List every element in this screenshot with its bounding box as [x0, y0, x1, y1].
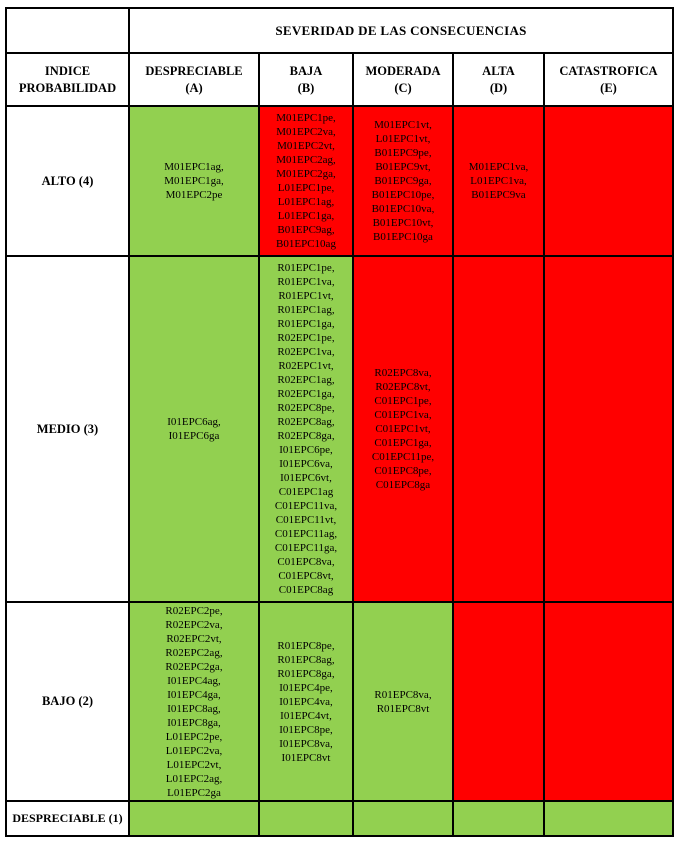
cell-bajo-despreciable: R02EPC2pe, R02EPC2va, R02EPC2vt, R02EPC2…	[128, 601, 260, 802]
cell-medio-moderada: R02EPC8va, R02EPC8vt, C01EPC1pe, C01EPC1…	[352, 255, 454, 603]
cell-despreciable-moderada	[352, 800, 454, 837]
column-header-alta-d: ALTA (D)	[452, 52, 545, 107]
row-alto: ALTO (4) M01EPC1ag, M01EPC1ga, M01EPC2pe…	[5, 105, 674, 257]
cell-medio-alta	[452, 255, 545, 603]
column-header-row: INDICE PROBABILIDAD DESPRECIABLE (A) BAJ…	[5, 52, 674, 107]
cell-alto-moderada: M01EPC1vt, L01EPC1vt, B01EPC9pe, B01EPC9…	[352, 105, 454, 257]
cell-alto-alta: M01EPC1va, L01EPC1va, B01EPC9va	[452, 105, 545, 257]
cell-despreciable-alta	[452, 800, 545, 837]
cell-despreciable-baja	[258, 800, 354, 837]
row-axis-header: INDICE PROBABILIDAD	[5, 52, 130, 107]
cell-bajo-alta	[452, 601, 545, 802]
column-header-moderada-c: MODERADA (C)	[352, 52, 454, 107]
column-header-despreciable-a: DESPRECIABLE (A)	[128, 52, 260, 107]
risk-matrix-table: SEVERIDAD DE LAS CONSECUENCIAS INDICE PR…	[5, 7, 674, 837]
row-label-alto: ALTO (4)	[5, 105, 130, 257]
row-despreciable: DESPRECIABLE (1)	[5, 800, 674, 837]
cell-despreciable-despreciable	[128, 800, 260, 837]
row-label-medio: MEDIO (3)	[5, 255, 130, 603]
cell-alto-catastrofica	[543, 105, 674, 257]
cell-medio-catastrofica	[543, 255, 674, 603]
cell-alto-despreciable: M01EPC1ag, M01EPC1ga, M01EPC2pe	[128, 105, 260, 257]
cell-bajo-baja: R01EPC8pe, R01EPC8ag, R01EPC8ga, I01EPC4…	[258, 601, 354, 802]
row-label-despreciable: DESPRECIABLE (1)	[5, 800, 130, 837]
row-label-bajo: BAJO (2)	[5, 601, 130, 802]
cell-medio-despreciable: I01EPC6ag, I01EPC6ga	[128, 255, 260, 603]
corner-spacer	[5, 7, 130, 54]
cell-alto-baja: M01EPC1pe, M01EPC2va, M01EPC2vt, M01EPC2…	[258, 105, 354, 257]
severity-title-row: SEVERIDAD DE LAS CONSECUENCIAS	[5, 7, 674, 54]
severity-title: SEVERIDAD DE LAS CONSECUENCIAS	[128, 7, 674, 54]
column-header-baja-b: BAJA (B)	[258, 52, 354, 107]
row-bajo: BAJO (2) R02EPC2pe, R02EPC2va, R02EPC2vt…	[5, 601, 674, 802]
cell-despreciable-catastrofica	[543, 800, 674, 837]
row-medio: MEDIO (3) I01EPC6ag, I01EPC6ga R01EPC1pe…	[5, 255, 674, 603]
cell-bajo-moderada: R01EPC8va, R01EPC8vt	[352, 601, 454, 802]
column-header-catastrofica-e: CATASTROFICA (E)	[543, 52, 674, 107]
cell-bajo-catastrofica	[543, 601, 674, 802]
cell-medio-baja: R01EPC1pe, R01EPC1va, R01EPC1vt, R01EPC1…	[258, 255, 354, 603]
